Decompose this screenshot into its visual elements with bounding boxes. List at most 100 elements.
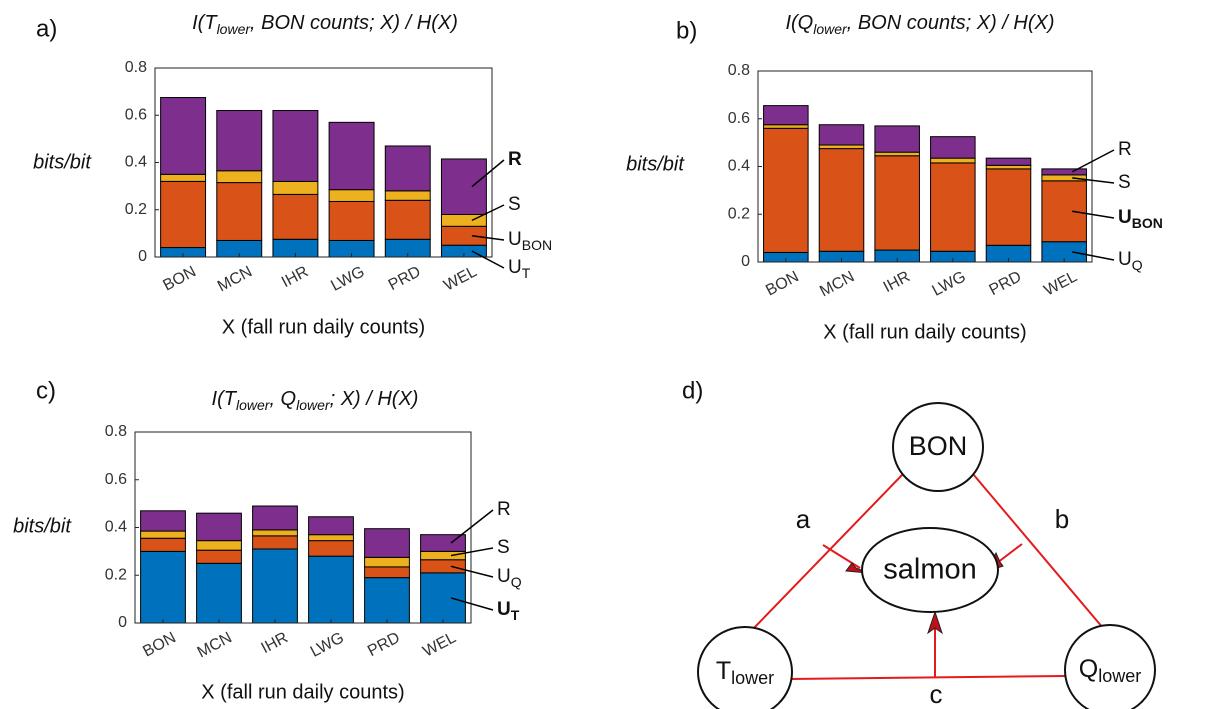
title-part: ; X) / H(X) bbox=[330, 388, 419, 410]
node-label-main: Q bbox=[1079, 655, 1098, 683]
legend-label: UBON bbox=[508, 229, 552, 253]
edge-label: b bbox=[1055, 504, 1069, 534]
node-label: Qlower bbox=[1079, 655, 1141, 686]
bar-segment bbox=[140, 530, 186, 539]
legend-name: S bbox=[508, 194, 521, 215]
panel-label: c) bbox=[36, 377, 56, 404]
x-tick-label: PRD bbox=[365, 629, 403, 660]
bar-segment bbox=[930, 162, 976, 252]
bar-segment bbox=[420, 534, 466, 552]
edge-line bbox=[751, 473, 904, 631]
bar-segment bbox=[140, 537, 186, 552]
bar-segment bbox=[1041, 180, 1087, 243]
bar-segment bbox=[930, 136, 976, 159]
x-tick-label: PRD bbox=[987, 268, 1025, 299]
bar-segment bbox=[272, 180, 319, 195]
x-tick-label: LWG bbox=[328, 263, 367, 295]
title-part: , BON counts; X) / H(X) bbox=[250, 12, 458, 34]
node-label-main: T bbox=[716, 657, 731, 685]
bar-segment bbox=[364, 556, 410, 568]
y-axis-label: bits/bit bbox=[626, 153, 685, 175]
legend-label: UT bbox=[497, 599, 520, 623]
annotation-leader bbox=[1071, 149, 1115, 173]
y-tick-label: 0.4 bbox=[728, 158, 750, 175]
title-subscript: lower bbox=[236, 397, 271, 413]
annotation-leader bbox=[471, 234, 505, 241]
node-label-sub: lower bbox=[1098, 666, 1141, 686]
title-part: I(Q bbox=[785, 12, 813, 34]
bar-segment bbox=[420, 550, 466, 561]
bar-segment bbox=[364, 577, 410, 624]
y-tick-label: 0.8 bbox=[125, 59, 147, 76]
bar-segment bbox=[1041, 174, 1087, 182]
bar-segment bbox=[440, 158, 487, 215]
annotation-leader bbox=[450, 597, 494, 611]
bar-segment bbox=[160, 180, 207, 249]
bar-segment bbox=[818, 148, 865, 252]
bar-segment bbox=[874, 125, 920, 153]
diagram: d) BON salmon Tlower Qlower a b c bbox=[682, 377, 1156, 709]
bar-segment bbox=[160, 173, 207, 182]
nodes bbox=[697, 402, 1156, 709]
bar-segment bbox=[196, 512, 242, 542]
title-part: I(T bbox=[212, 388, 238, 410]
bar-segment bbox=[985, 157, 1032, 166]
x-tick-label: PRD bbox=[386, 263, 424, 294]
annotation-leader bbox=[1072, 210, 1115, 219]
chart-title: I(Qlower, BON counts; X) / H(X) bbox=[785, 12, 1054, 36]
annotation-leader bbox=[1072, 177, 1115, 184]
x-tick-label: WEL bbox=[420, 629, 459, 660]
legend-subscript: T bbox=[522, 265, 531, 281]
bar-segment bbox=[384, 145, 431, 192]
y-tick-label: 0.2 bbox=[125, 201, 147, 218]
title-subscript: lower bbox=[296, 397, 331, 413]
bar-segment bbox=[140, 510, 186, 532]
node bbox=[697, 626, 793, 709]
arrowhead bbox=[927, 610, 943, 635]
node bbox=[892, 402, 984, 492]
edges bbox=[751, 473, 1104, 680]
title-part: , BON counts; X) / H(X) bbox=[847, 12, 1055, 34]
legend-label: R bbox=[1118, 139, 1132, 160]
x-tick-label: IHR bbox=[259, 629, 291, 657]
y-tick-label: 0 bbox=[741, 253, 750, 270]
y-tick-label: 0.8 bbox=[728, 62, 750, 79]
legend-name: R bbox=[508, 149, 522, 170]
x-tick-label: IHR bbox=[881, 268, 913, 296]
legend-name: S bbox=[497, 537, 510, 558]
bar-segment bbox=[308, 540, 354, 557]
bar-segment bbox=[308, 555, 354, 624]
panel-label: b) bbox=[676, 17, 697, 44]
node bbox=[861, 527, 999, 613]
panel-label: a) bbox=[36, 15, 57, 42]
edge-label: a bbox=[796, 504, 811, 534]
legend-label: UQ bbox=[497, 566, 522, 590]
legend-label: S bbox=[508, 194, 521, 215]
bar-segment bbox=[874, 155, 920, 251]
bar-segment bbox=[328, 121, 375, 191]
legend-name: U bbox=[497, 566, 511, 587]
edge-line bbox=[972, 473, 1104, 629]
y-tick-label: 0.4 bbox=[105, 519, 127, 536]
y-tick-label: 0 bbox=[138, 248, 147, 265]
panel-label: d) bbox=[682, 377, 703, 404]
bar-segment bbox=[420, 559, 466, 574]
y-tick-label: 0.2 bbox=[105, 566, 127, 583]
node-label: BON bbox=[909, 431, 968, 461]
bar-segment bbox=[196, 549, 242, 564]
bar-segment bbox=[216, 170, 263, 184]
legend-label: UBON bbox=[1118, 207, 1163, 231]
arrowhead bbox=[845, 562, 869, 574]
legend-subscript: BON bbox=[522, 237, 552, 253]
x-tick-label: IHR bbox=[279, 263, 311, 291]
x-tick-label: MCN bbox=[817, 268, 857, 300]
bar-segment bbox=[160, 97, 207, 175]
bar-segment bbox=[252, 529, 298, 537]
legend-name: U bbox=[508, 229, 522, 250]
bar-segment bbox=[272, 110, 319, 182]
y-tick-label: 0.6 bbox=[105, 471, 127, 488]
y-tick-label: 0.8 bbox=[105, 423, 127, 440]
annotation-leader bbox=[450, 565, 494, 578]
chart: I(Tlower, BON counts; X) / H(X) a) bits/bi… bbox=[33, 12, 552, 338]
